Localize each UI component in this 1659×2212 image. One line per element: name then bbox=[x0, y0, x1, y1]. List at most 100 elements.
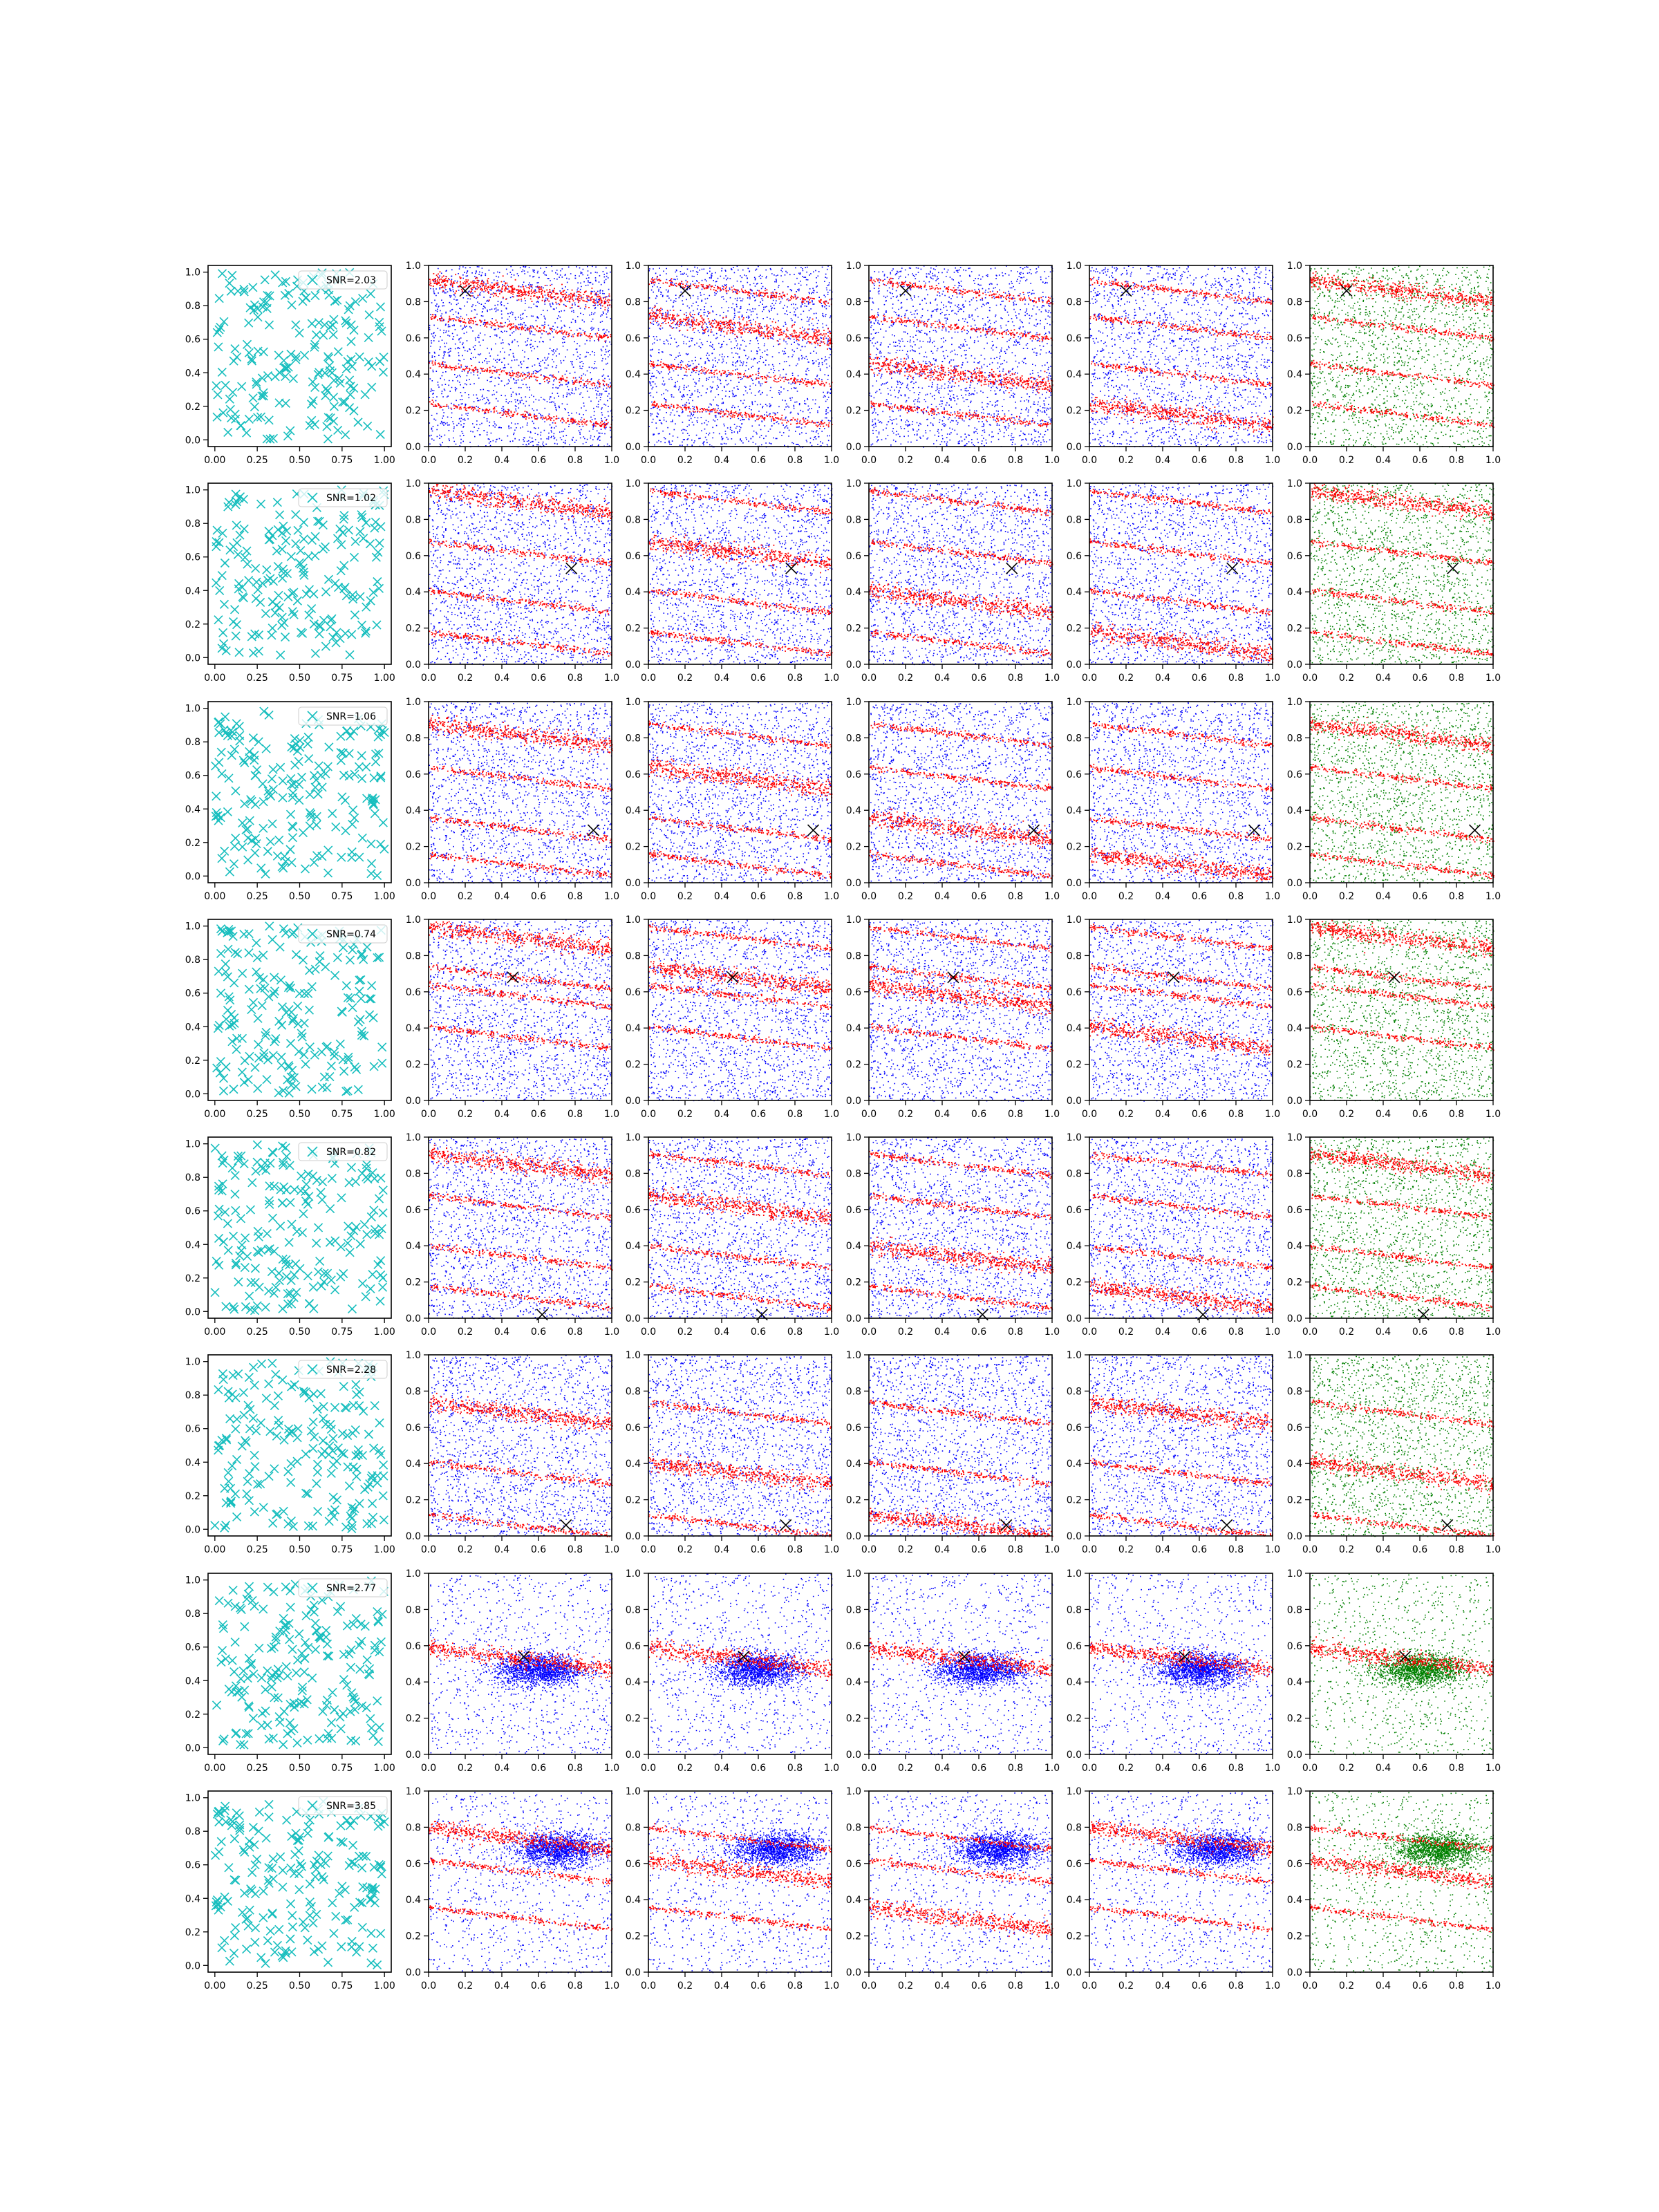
x-marker bbox=[252, 967, 261, 977]
x-marker bbox=[282, 526, 292, 536]
x-marker bbox=[368, 1943, 377, 1953]
x-marker bbox=[250, 1923, 261, 1933]
x-marker bbox=[282, 1815, 292, 1825]
x-marker bbox=[286, 1080, 296, 1090]
x-marker bbox=[244, 1372, 254, 1382]
y-tick-label: 1.0 bbox=[185, 704, 200, 715]
x-marker bbox=[373, 1606, 382, 1617]
x-marker bbox=[316, 621, 326, 631]
x-marker bbox=[254, 1826, 263, 1836]
x-marker bbox=[347, 362, 357, 371]
y-tick-label: 0.4 bbox=[1067, 1895, 1082, 1906]
x-tick-label: 0.0 bbox=[641, 455, 656, 466]
y-tick-label: 0.0 bbox=[846, 1313, 861, 1324]
points-layer bbox=[648, 483, 833, 666]
y-tick-label: 0.6 bbox=[846, 1859, 861, 1870]
legend-label: SNR=1.06 bbox=[326, 711, 376, 722]
x-marker bbox=[357, 1279, 368, 1288]
x-marker bbox=[350, 1062, 359, 1072]
y-tick-label: 0.6 bbox=[846, 1205, 861, 1216]
x-tick-label: 0.2 bbox=[1339, 891, 1354, 902]
x-marker bbox=[278, 1304, 288, 1313]
axes-frame bbox=[648, 1573, 832, 1755]
x-marker bbox=[339, 1650, 348, 1660]
y-tick-label: 0.0 bbox=[185, 1743, 200, 1754]
x-marker bbox=[283, 1671, 292, 1681]
y-tick-label: 0.4 bbox=[1287, 369, 1302, 380]
y-tick-label: 0.4 bbox=[1287, 805, 1302, 816]
x-marker bbox=[241, 1729, 251, 1738]
x-marker bbox=[373, 1259, 383, 1270]
x-marker bbox=[375, 317, 384, 327]
y-tick-label: 0.4 bbox=[406, 1895, 421, 1906]
x-marker bbox=[240, 799, 250, 809]
x-marker bbox=[375, 1647, 384, 1657]
x-marker bbox=[277, 1002, 287, 1012]
x-tick-label: 0.6 bbox=[971, 455, 986, 466]
x-marker bbox=[285, 981, 294, 991]
x-tick-label: 0.50 bbox=[289, 673, 310, 684]
x-tick-label: 0.0 bbox=[421, 1327, 436, 1338]
y-tick-label: 1.0 bbox=[626, 915, 641, 926]
points-layer bbox=[429, 1355, 613, 1537]
panel-r7-c2: 0.0 0.2 0.4 0.6 0.8 1.00.00.20.40.60.81.0 bbox=[406, 1568, 619, 1774]
y-tick-label: 0.4 bbox=[406, 805, 421, 816]
x-marker bbox=[308, 1674, 317, 1683]
y-tick-label: 1.0 bbox=[846, 478, 861, 489]
x-marker bbox=[368, 1013, 378, 1022]
x-marker bbox=[303, 1735, 312, 1745]
background-points bbox=[648, 702, 833, 884]
x-tick-label: 0.6 bbox=[1192, 1544, 1207, 1555]
x-marker bbox=[374, 583, 384, 593]
x-marker bbox=[277, 544, 287, 554]
x-marker bbox=[303, 1936, 312, 1945]
axes-frame bbox=[648, 919, 832, 1101]
legend-box bbox=[298, 1360, 388, 1379]
background-points bbox=[869, 1791, 1053, 1974]
x-tick-label: 0.00 bbox=[204, 455, 225, 466]
x-marker bbox=[295, 1832, 305, 1841]
x-marker bbox=[276, 1185, 285, 1194]
y-tick-label: 0.2 bbox=[1287, 406, 1302, 417]
panel-r8-c3: 0.0 0.2 0.4 0.6 0.8 1.00.00.20.40.60.81.0 bbox=[626, 1786, 839, 1991]
y-tick-label: 0.8 bbox=[1067, 1386, 1082, 1397]
y-tick-label: 1.0 bbox=[406, 261, 421, 272]
x-marker bbox=[239, 1740, 249, 1750]
x-marker bbox=[288, 607, 297, 617]
x-tick-label: 1.0 bbox=[1044, 1544, 1060, 1555]
x-tick-label: 0.2 bbox=[458, 1109, 473, 1120]
x-marker bbox=[307, 415, 317, 425]
y-tick-label: 0.6 bbox=[626, 551, 641, 562]
x-marker bbox=[269, 989, 279, 999]
x-marker bbox=[324, 1651, 334, 1661]
x-marker bbox=[221, 646, 231, 656]
x-marker bbox=[272, 851, 282, 861]
panel-r2-c2: 0.0 0.2 0.4 0.6 0.8 1.00.00.20.40.60.81.0 bbox=[406, 478, 619, 684]
x-marker bbox=[304, 610, 314, 620]
points-layer bbox=[1089, 1573, 1274, 1756]
x-marker bbox=[218, 1620, 227, 1630]
x-marker bbox=[263, 1055, 273, 1065]
points-layer bbox=[429, 1573, 613, 1756]
points-layer bbox=[869, 702, 1053, 884]
x-marker bbox=[270, 986, 280, 996]
x-marker bbox=[286, 1863, 296, 1873]
axes-frame bbox=[1309, 1136, 1494, 1319]
x-marker bbox=[238, 1666, 248, 1676]
y-tick-label: 0.6 bbox=[185, 1642, 200, 1653]
x-marker bbox=[280, 290, 290, 300]
x-marker bbox=[313, 370, 323, 379]
x-tick-label: 0.2 bbox=[898, 673, 913, 684]
x-tick-label: 0.25 bbox=[247, 1327, 268, 1338]
x-marker bbox=[357, 513, 367, 523]
x-marker bbox=[286, 1276, 296, 1286]
y-tick-label: 0.0 bbox=[406, 1313, 421, 1324]
x-marker bbox=[212, 412, 222, 422]
y-tick-label: 0.4 bbox=[185, 804, 200, 815]
x-marker bbox=[232, 1512, 242, 1521]
x-marker bbox=[341, 1522, 351, 1532]
x-marker bbox=[299, 1699, 309, 1709]
x-marker bbox=[244, 318, 254, 328]
x-marker bbox=[351, 1736, 361, 1746]
x-tick-label: 0.6 bbox=[1412, 891, 1427, 902]
